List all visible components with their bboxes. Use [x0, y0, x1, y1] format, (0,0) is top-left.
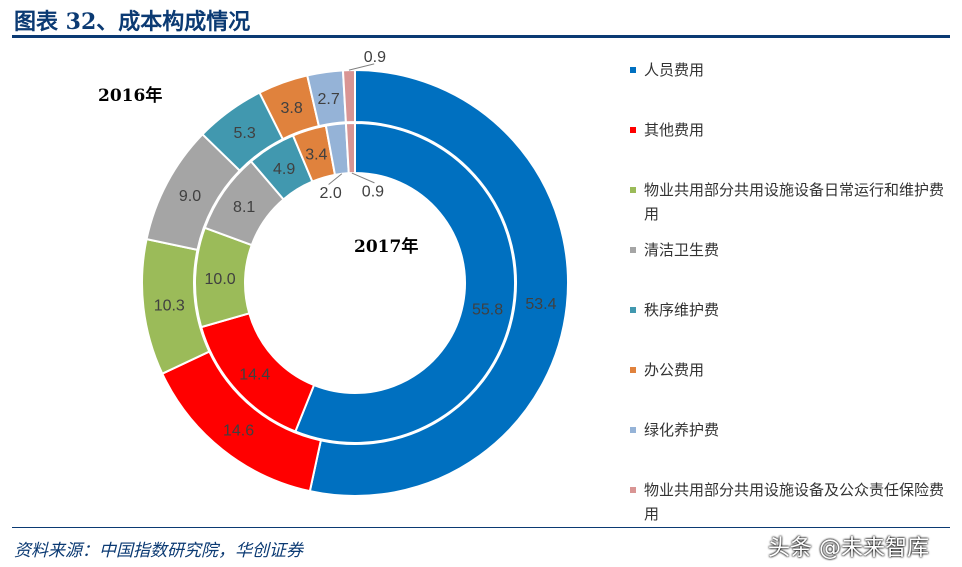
data-label: 9.0 — [179, 188, 201, 205]
legend-swatch — [630, 187, 636, 193]
legend-label: 清洁卫生费 — [644, 241, 720, 259]
data-label: 3.4 — [305, 147, 327, 164]
legend-label: 其他费用 — [644, 121, 705, 139]
legend-item: 秩序维护费 — [628, 298, 948, 322]
legend-label: 物业共用部分共用设施设备及公众责任保险费用 — [644, 481, 945, 523]
legend-item: 物业共用部分共用设施设备日常运行和维护费用 — [628, 178, 948, 226]
legend-item: 人员费用 — [628, 58, 948, 82]
watermark: 头条 @未来智库 — [768, 536, 929, 561]
outer-ring-label: 2016年 — [98, 85, 162, 106]
source-note: 资料来源：中国指数研究院，华创证券 — [14, 541, 303, 561]
inner-ring-label: 2017年 — [354, 236, 418, 257]
slice-inner-7 — [344, 121, 356, 175]
legend-swatch — [630, 487, 636, 493]
leader-line — [348, 63, 375, 71]
legend-label: 秩序维护费 — [644, 301, 720, 319]
figure-title: 图表 32、成本构成情况 — [14, 9, 251, 35]
slice-inner-0 — [294, 121, 516, 444]
data-label: 8.1 — [233, 199, 255, 216]
data-label: 10.0 — [205, 271, 236, 288]
legend-swatch — [630, 247, 636, 253]
data-label: 10.3 — [154, 298, 185, 315]
title-rule — [12, 35, 950, 38]
footer-rule — [12, 527, 950, 528]
data-label: 53.4 — [525, 296, 556, 313]
legend-label: 办公费用 — [644, 361, 705, 379]
legend: 人员费用其他费用物业共用部分共用设施设备日常运行和维护费用清洁卫生费秩序维护费办… — [628, 58, 948, 526]
data-label: 55.8 — [472, 302, 503, 319]
legend-swatch — [630, 307, 636, 313]
legend-swatch — [630, 67, 636, 73]
legend-item: 办公费用 — [628, 358, 948, 382]
leader-line — [351, 172, 375, 184]
legend-item: 物业共用部分共用设施设备及公众责任保险费用 — [628, 478, 948, 526]
legend-item: 其他费用 — [628, 118, 948, 142]
data-label: 3.8 — [281, 100, 303, 117]
legend-swatch — [630, 367, 636, 373]
data-label: 2.0 — [320, 185, 342, 202]
legend-item: 清洁卫生费 — [628, 238, 948, 262]
data-label: 0.9 — [362, 184, 384, 201]
legend-swatch — [630, 427, 636, 433]
leader-line — [328, 173, 343, 185]
legend-label: 物业共用部分共用设施设备日常运行和维护费用 — [644, 181, 945, 223]
data-label: 5.3 — [233, 125, 255, 142]
data-label: 0.9 — [364, 49, 386, 66]
legend-item: 绿化养护费 — [628, 418, 948, 442]
data-label: 14.6 — [223, 422, 254, 439]
data-label: 4.9 — [273, 161, 295, 178]
legend-swatch — [630, 127, 636, 133]
data-label: 14.4 — [239, 366, 270, 383]
legend-label: 绿化养护费 — [644, 421, 720, 439]
legend-label: 人员费用 — [644, 61, 705, 79]
slice-outer-7 — [341, 68, 356, 124]
data-label: 2.7 — [318, 91, 340, 108]
